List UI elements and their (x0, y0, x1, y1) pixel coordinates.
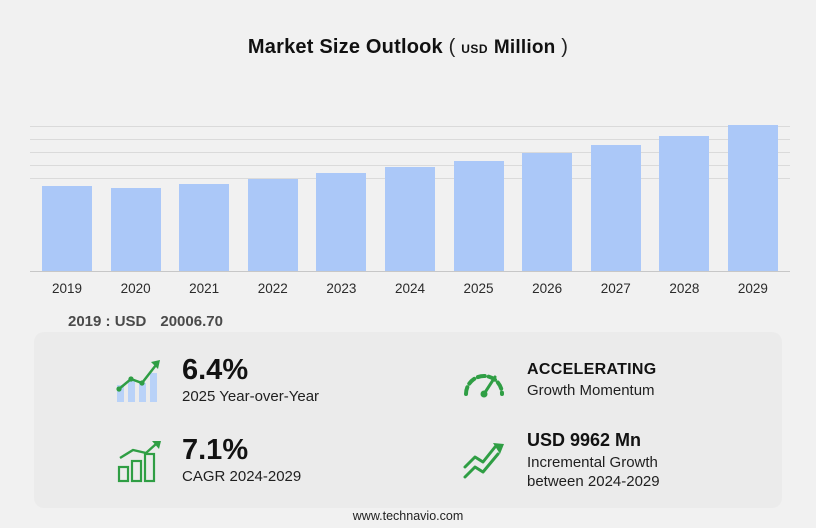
market-size-chart: 2019 2020 2021 2022 2023 2024 2025 2026 2027 2028… (30, 122, 790, 296)
incremental-label: Incremental Growth between 2024-2029 (527, 453, 660, 490)
stat-cagr: 7.1% CAGR 2024-2029 (112, 433, 457, 487)
x-tick-2019: 2019 (51, 281, 83, 296)
x-axis-labels: 2019 2020 2021 2022 2023 2024 2025 2026 2027 2028… (30, 281, 790, 296)
x-tick-2023: 2023 (326, 281, 357, 296)
bars-row (42, 122, 778, 271)
bar-2026 (522, 153, 573, 271)
x-tick-2026: 2026 (532, 281, 563, 296)
base-year-value: 20006.70 (160, 313, 223, 330)
x-tick-2022: 2022 (257, 281, 288, 296)
cagr-chart-icon (112, 439, 166, 483)
x-tick-2029: 2029 (737, 281, 768, 296)
gridline (30, 165, 790, 166)
bar-2022 (247, 179, 298, 271)
paren-close: ) (561, 36, 569, 58)
bar-2028 (659, 136, 710, 271)
bar-2020 (110, 188, 161, 271)
bar-2021 (179, 184, 230, 271)
gridline (30, 126, 790, 127)
stats-panel: 6.4% 2025 Year-over-Year ACCELERATING Gr… (34, 332, 782, 508)
x-tick-2020: 2020 (120, 281, 151, 296)
bar-2023 (316, 173, 367, 271)
chart-title-main: Market Size Outlook (247, 36, 443, 58)
momentum-value: ACCELERATING (527, 360, 657, 378)
yoy-bars-arrow-icon (112, 358, 166, 404)
chart-title: Market Size Outlook ( USD Million ) (0, 36, 816, 59)
momentum-label: Growth Momentum (527, 381, 655, 399)
yoy-value: 6.4% (182, 353, 249, 386)
chart-plot (30, 122, 790, 272)
stat-yoy: 6.4% 2025 Year-over-Year (112, 353, 457, 407)
gridline (30, 152, 790, 153)
bar-2024 (384, 167, 435, 271)
cagr-value: 7.1% (182, 433, 249, 466)
unit-label: Million (493, 37, 556, 58)
website-url: www.technavio.com (352, 509, 464, 523)
cagr-label: CAGR 2024-2029 (182, 468, 302, 486)
currency-label: USD (461, 42, 489, 56)
incremental-value: USD 9962 Mn (527, 429, 642, 450)
speedometer-icon (457, 362, 511, 400)
bar-2025 (453, 161, 504, 271)
bar-2027 (590, 145, 641, 271)
stat-incremental: USD 9962 Mn Incremental Growth between 2… (457, 430, 772, 492)
x-tick-2021: 2021 (189, 281, 220, 296)
bar-2019 (42, 186, 92, 271)
x-tick-2028: 2028 (669, 281, 700, 296)
incremental-growth-icon (457, 441, 511, 481)
x-tick-2024: 2024 (394, 281, 425, 296)
base-year-annotation: 2019 : USD 20006.70 (68, 313, 223, 330)
stat-momentum: ACCELERATING Growth Momentum (457, 361, 772, 401)
base-year-label: 2019 : USD (68, 313, 147, 330)
gridline (30, 139, 790, 140)
x-tick-2025: 2025 (463, 281, 494, 296)
x-tick-2027: 2027 (600, 281, 631, 296)
yoy-label: 2025 Year-over-Year (182, 388, 320, 406)
bar-2029 (727, 125, 778, 271)
paren-open: ( (448, 36, 456, 58)
